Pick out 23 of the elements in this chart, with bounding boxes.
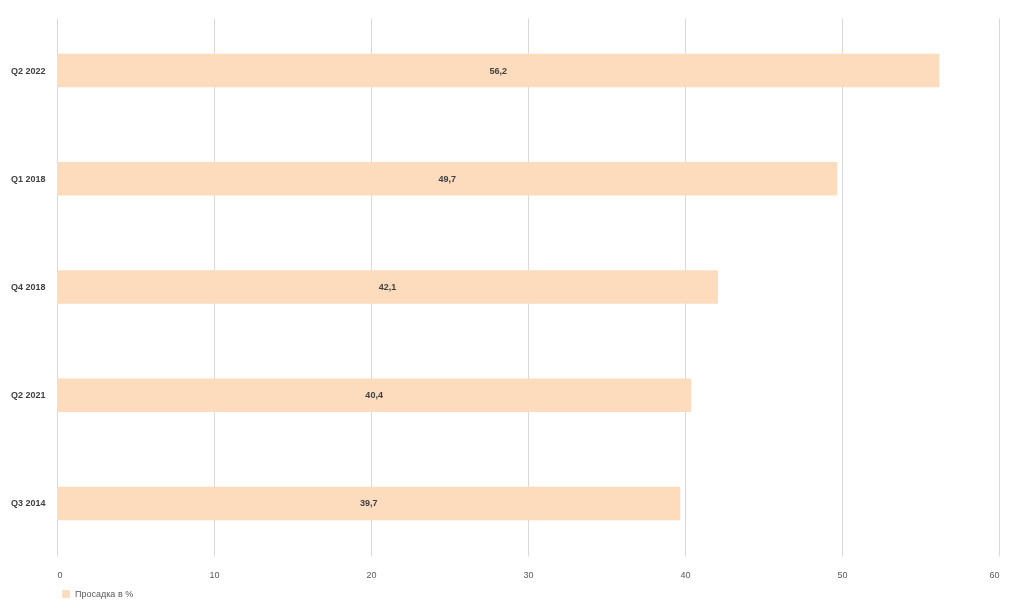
y-tick-label: Q2 2021 (10, 390, 46, 401)
x-tick-label: 20 (366, 569, 377, 580)
bar (57, 378, 692, 413)
data-label: 39,7 (359, 498, 378, 509)
data-label: 56,2 (489, 65, 507, 76)
data-label: 42,1 (378, 282, 397, 292)
data-label: 40,4 (365, 390, 383, 401)
legend-label: Просадка в % (75, 589, 134, 599)
x-tick-label: 50 (837, 569, 848, 580)
bar (57, 270, 718, 304)
x-tick-label: 40 (680, 569, 691, 580)
x-tick-label: 60 (989, 569, 1000, 580)
y-tick-label: Q4 2018 (10, 282, 46, 292)
x-tick-label: 0 (57, 569, 63, 580)
bar (57, 53, 940, 88)
y-tick-label: Q3 2014 (10, 498, 46, 509)
bar (57, 161, 838, 196)
x-tick-label: 30 (523, 569, 534, 580)
y-tick-label: Q2 2022 (10, 65, 46, 76)
data-label: 49,7 (438, 173, 456, 184)
y-tick-label: Q1 2018 (10, 173, 46, 184)
bar (57, 486, 681, 521)
x-tick-label: 10 (209, 569, 220, 580)
